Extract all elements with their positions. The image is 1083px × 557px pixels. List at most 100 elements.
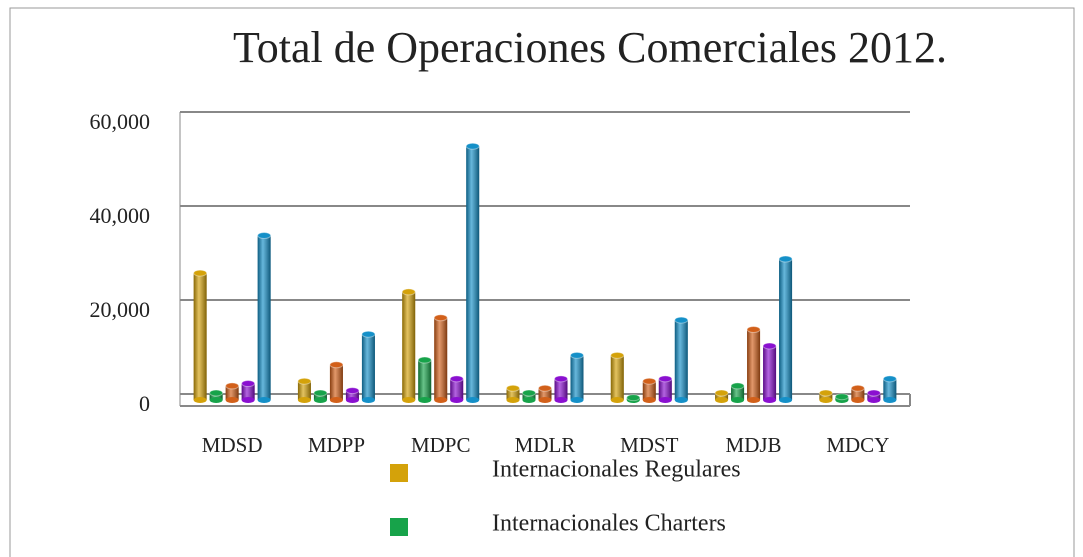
bar-shade [329, 364, 343, 400]
bar-base [450, 397, 464, 403]
bar-shade [209, 392, 223, 400]
bar-cap [345, 387, 360, 395]
bar-base [434, 397, 448, 403]
bar-base [313, 397, 327, 403]
legend-swatch [390, 518, 408, 536]
bar-shade [715, 392, 729, 400]
bar-shade [345, 390, 359, 400]
bar-shade [819, 392, 833, 400]
bar-base [674, 397, 688, 403]
bar-shade [883, 378, 897, 400]
bar-cap [417, 356, 432, 364]
bar-cap [610, 351, 625, 359]
bar-cap [866, 389, 881, 397]
bar-shade [554, 378, 568, 400]
bar-cap [329, 361, 344, 369]
x-tick-label: MDLR [515, 433, 576, 457]
bar-base [361, 397, 375, 403]
bar-base [867, 397, 881, 403]
bar-cap [834, 393, 849, 401]
bar-base [819, 397, 833, 403]
bar-base [402, 397, 416, 403]
x-tick-label: MDJB [726, 433, 782, 457]
x-tick-label: MDST [620, 433, 679, 457]
y-tick-label: 60,000 [90, 109, 151, 134]
bar-cap [522, 389, 536, 397]
bar-shade [450, 378, 464, 400]
bar-shade [418, 360, 432, 400]
x-tick-label: MDCY [826, 433, 889, 457]
bar-cap [674, 316, 689, 324]
bar-base [241, 397, 255, 403]
bar-base [257, 397, 271, 403]
bar-shade [674, 320, 688, 400]
bar-base [209, 397, 223, 403]
bar-cap [313, 389, 328, 397]
x-tick-label: MDPC [411, 433, 471, 457]
bar-shade [851, 388, 865, 400]
bar-base [522, 397, 536, 403]
bar-shade [297, 381, 311, 400]
bar-base [610, 397, 624, 403]
x-tick-label: MDPP [308, 433, 365, 457]
bar-cap [401, 288, 416, 296]
bar-cap [626, 394, 641, 402]
bar-base [715, 397, 729, 403]
bar-base [779, 397, 793, 403]
bar-base [570, 397, 584, 403]
bar-shade [658, 378, 672, 400]
bar-shade [867, 392, 881, 400]
bar-base [418, 397, 432, 403]
bar-cap [714, 389, 729, 397]
bar-shade [779, 259, 793, 400]
bar-base [883, 397, 897, 403]
bar-shade [731, 385, 745, 400]
y-tick-label: 20,000 [90, 297, 151, 322]
bar-cap [506, 384, 520, 392]
y-tick-label: 0 [139, 391, 150, 416]
bar-shade [466, 146, 480, 400]
bar-shade [538, 388, 552, 400]
bar-cap [433, 314, 448, 322]
legend-label: Internacionales Charters [492, 511, 726, 537]
bar-base [345, 397, 359, 403]
bar-shade [747, 329, 761, 400]
bar-base [554, 397, 568, 403]
bar-shade [506, 388, 520, 400]
bar-cap [241, 380, 256, 388]
bar-base [225, 397, 239, 403]
bar-shade [642, 381, 656, 400]
bar-base [642, 397, 656, 403]
bar-shade [570, 355, 584, 400]
bar-shade [193, 273, 207, 400]
bar-base [538, 397, 552, 403]
bar-cap [818, 389, 833, 397]
bar-cap [257, 232, 272, 239]
bar-shade [361, 334, 375, 400]
bar-cap [209, 389, 224, 397]
bar-cap [538, 384, 552, 392]
bar-shade [225, 385, 239, 400]
bar-base [658, 397, 672, 403]
bar-base [747, 397, 761, 403]
bar-cap [850, 384, 865, 392]
bar-cap [193, 269, 208, 277]
legend-label: Internacionales Regulares [492, 457, 741, 483]
bar-base [763, 397, 777, 403]
bar-shade [763, 345, 777, 400]
bar-cap [465, 142, 480, 150]
bar-base [193, 397, 207, 403]
bar-cap [297, 377, 312, 385]
chart-title: Total de Operaciones Comerciales 2012. [233, 23, 947, 72]
bar-cap [730, 382, 745, 390]
bar-cap [361, 330, 376, 338]
bar-cap [778, 255, 793, 263]
bar-base [297, 397, 311, 403]
bar-cap [570, 351, 584, 359]
bar-cap [746, 326, 761, 333]
legend-swatch [390, 464, 408, 482]
x-tick-label: MDSD [202, 433, 263, 457]
bar-cap [449, 375, 464, 383]
bar-cap [554, 375, 568, 383]
